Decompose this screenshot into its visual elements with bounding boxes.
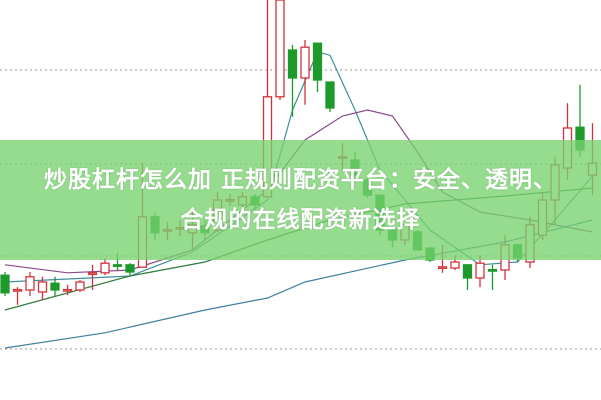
headline: 炒股杠杆怎么加 正规则配资平台：安全、透明、 合规的在线配资新选择 xyxy=(0,160,601,240)
candle-down xyxy=(462,264,473,279)
headline-banner xyxy=(0,140,601,260)
candle-down xyxy=(125,264,135,273)
candle-up xyxy=(450,261,460,269)
candle-up xyxy=(437,266,448,269)
headline-line-2: 合规的在线配资新选择 xyxy=(180,207,421,233)
candle-up xyxy=(25,276,35,291)
candle-up xyxy=(37,281,48,293)
candle-up xyxy=(275,0,285,98)
candle-up xyxy=(87,272,98,275)
candle-down xyxy=(0,274,10,294)
candle-up xyxy=(100,262,110,274)
headline-line-1: 炒股杠杆怎么加 正规则配资平台：安全、透明、 xyxy=(43,167,557,193)
candle-down xyxy=(312,42,323,81)
candle-up xyxy=(12,288,23,292)
candle-down xyxy=(112,264,123,267)
candle-down xyxy=(325,81,335,109)
candle-up xyxy=(75,281,85,291)
candle-down xyxy=(287,49,298,79)
candle-up xyxy=(62,288,73,292)
candle-down xyxy=(487,268,498,272)
candle-down xyxy=(50,282,60,291)
candle-up xyxy=(475,262,485,279)
candle-up xyxy=(300,46,310,79)
